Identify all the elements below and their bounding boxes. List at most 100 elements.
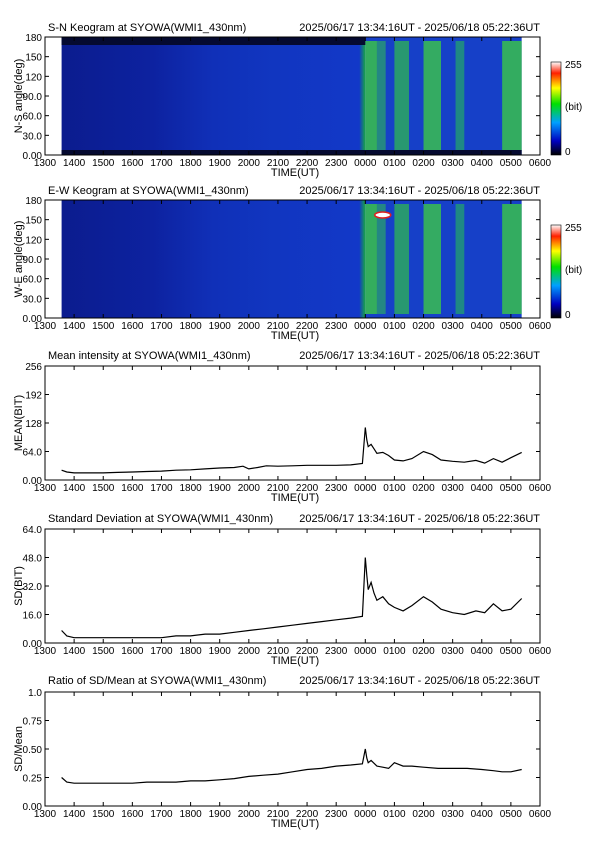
x-tick-label: 0200	[412, 483, 435, 494]
x-tick-label: 0600	[529, 809, 552, 820]
x-tick-label: 2200	[296, 321, 319, 332]
x-tick-label: 0600	[529, 321, 552, 332]
y-tick-label: 32.0	[23, 582, 43, 593]
colorbar-unit-label: (bit)	[565, 265, 582, 276]
x-tick-label: 0400	[471, 321, 494, 332]
y-tick-label: 192	[25, 391, 42, 402]
x-tick-label: 0000	[354, 483, 377, 494]
panel-title: Mean intensity at SYOWA(WMI1_430nm)	[48, 350, 251, 362]
x-tick-label: 1500	[92, 483, 115, 494]
x-tick-label: 0400	[471, 646, 494, 657]
x-tick-label: 1300	[34, 158, 57, 169]
y-tick-label: 256	[25, 362, 42, 373]
aurora-streak	[423, 204, 441, 314]
x-tick-label: 0000	[354, 809, 377, 820]
y-axis-label: N-S angle(deg)	[13, 59, 25, 134]
panel-title: E-W Keogram at SYOWA(WMI1_430nm)	[48, 185, 249, 197]
y-tick-label: 0.00	[23, 639, 43, 650]
x-tick-label: 2100	[267, 158, 290, 169]
y-tick-label: 0.00	[23, 151, 43, 162]
panel-5: Ratio of SD/Mean at SYOWA(WMI1_430nm) 202…	[13, 675, 552, 830]
y-tick-label: 0.25	[23, 774, 43, 785]
x-tick-label: 0500	[500, 646, 523, 657]
x-tick-label: 2300	[325, 321, 348, 332]
x-tick-label: 0500	[500, 809, 523, 820]
aurora-streak	[502, 41, 522, 151]
x-axis-label: TIME(UT)	[271, 492, 319, 504]
series-line	[61, 748, 522, 784]
y-axis-label: SD(BIT)	[13, 566, 25, 606]
panel-3: Mean intensity at SYOWA(WMI1_430nm) 2025/…	[13, 350, 552, 504]
aurora-streak	[502, 204, 522, 314]
keogram-active-region	[365, 37, 522, 155]
aurora-streak	[455, 41, 465, 151]
keogram-no-data	[45, 200, 62, 318]
x-tick-label: 0100	[383, 483, 406, 494]
x-tick-label: 1300	[34, 809, 57, 820]
x-tick-label: 1300	[34, 646, 57, 657]
x-tick-label: 0200	[412, 321, 435, 332]
keogram-no-data	[45, 37, 62, 155]
y-tick-label: 180	[25, 33, 42, 44]
x-tick-label: 0200	[412, 646, 435, 657]
x-tick-label: 2100	[267, 483, 290, 494]
y-tick-label: 0.00	[23, 476, 43, 487]
y-tick-label: 60.0	[23, 112, 43, 123]
y-tick-label: 90.0	[23, 255, 43, 266]
x-tick-label: 2200	[296, 158, 319, 169]
x-tick-label: 0100	[383, 321, 406, 332]
x-axis-label: TIME(UT)	[271, 818, 319, 830]
x-tick-label: 0400	[471, 158, 494, 169]
y-tick-label: 120	[25, 72, 42, 83]
y-tick-label: 0.75	[23, 717, 43, 728]
x-tick-label: 0600	[529, 158, 552, 169]
x-tick-label: 1500	[92, 646, 115, 657]
x-tick-label: 1900	[209, 321, 232, 332]
keogram-quiet-region	[61, 200, 366, 318]
x-tick-label: 1500	[92, 321, 115, 332]
x-tick-label: 1500	[92, 158, 115, 169]
plot-frame	[44, 365, 541, 481]
x-tick-label: 1400	[63, 646, 86, 657]
x-tick-label: 1700	[150, 483, 173, 494]
x-tick-label: 0000	[354, 158, 377, 169]
x-tick-label: 0400	[471, 809, 494, 820]
y-tick-label: 30.0	[23, 131, 43, 142]
x-tick-label: 2200	[296, 646, 319, 657]
x-tick-label: 0400	[471, 483, 494, 494]
colorbar-min-label: 0	[565, 310, 571, 321]
x-tick-label: 1300	[34, 321, 57, 332]
x-tick-label: 0100	[383, 646, 406, 657]
x-tick-label: 0600	[529, 646, 552, 657]
y-tick-label: 180	[25, 196, 42, 207]
x-tick-label: 1800	[179, 158, 202, 169]
x-tick-label: 2000	[238, 483, 261, 494]
keogram-active-region	[365, 200, 522, 318]
aurora-streak	[376, 41, 386, 151]
panel-time-range: 2025/06/17 13:34:16UT - 2025/06/18 05:22…	[299, 513, 540, 525]
x-tick-label: 1900	[209, 646, 232, 657]
colorbar-max-label: 255	[565, 60, 582, 71]
aurora-streak	[394, 204, 409, 314]
y-tick-label: 60.0	[23, 275, 43, 286]
x-tick-label: 1600	[121, 158, 144, 169]
aurora-streak	[423, 41, 441, 151]
x-tick-label: 2000	[238, 809, 261, 820]
x-tick-label: 1900	[209, 158, 232, 169]
x-tick-label: 2100	[267, 646, 290, 657]
x-tick-label: 0000	[354, 321, 377, 332]
x-tick-label: 1400	[63, 483, 86, 494]
colorbar-max-label: 255	[565, 223, 582, 234]
colorbar-unit-label: (bit)	[565, 102, 582, 113]
panel-time-range: 2025/06/17 13:34:16UT - 2025/06/18 05:22…	[299, 185, 540, 197]
x-tick-label: 2000	[238, 321, 261, 332]
x-tick-label: 1700	[150, 646, 173, 657]
x-tick-label: 2300	[325, 158, 348, 169]
panel-time-range: 2025/06/17 13:34:16UT - 2025/06/18 05:22…	[299, 22, 540, 34]
plot-frame	[44, 691, 541, 807]
x-tick-label: 1800	[179, 809, 202, 820]
panel-time-range: 2025/06/17 13:34:16UT - 2025/06/18 05:22…	[299, 675, 540, 687]
x-tick-label: 1500	[92, 809, 115, 820]
y-tick-label: 0.50	[23, 745, 43, 756]
